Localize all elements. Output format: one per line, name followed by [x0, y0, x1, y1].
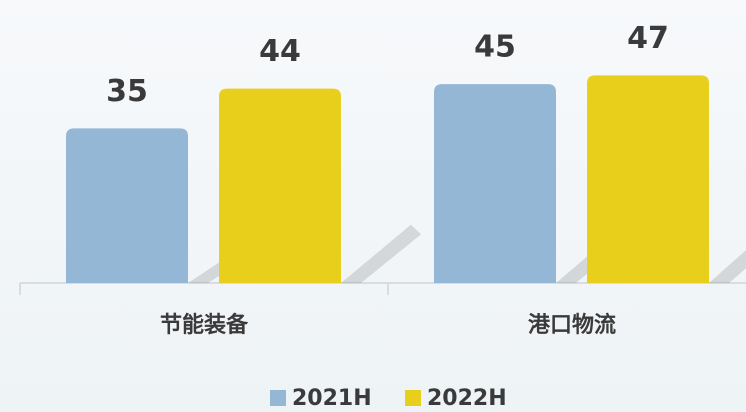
legend-label: 2021H — [292, 386, 372, 411]
bar — [219, 88, 341, 283]
x-tick-label: 港口物流 — [528, 312, 616, 338]
legend-swatch — [405, 390, 421, 406]
x-tick-label: 节能装备 — [160, 312, 249, 338]
legend-label: 2022H — [427, 386, 507, 411]
data-label: 44 — [259, 34, 301, 69]
data-label: 45 — [474, 30, 516, 65]
bar-shadow — [709, 250, 746, 283]
legend-swatch — [270, 390, 286, 406]
bar — [434, 84, 556, 283]
data-label: 35 — [106, 74, 148, 109]
bar — [66, 128, 188, 283]
bar-shadow — [341, 224, 421, 283]
data-label: 47 — [627, 21, 669, 56]
bar — [587, 75, 709, 283]
